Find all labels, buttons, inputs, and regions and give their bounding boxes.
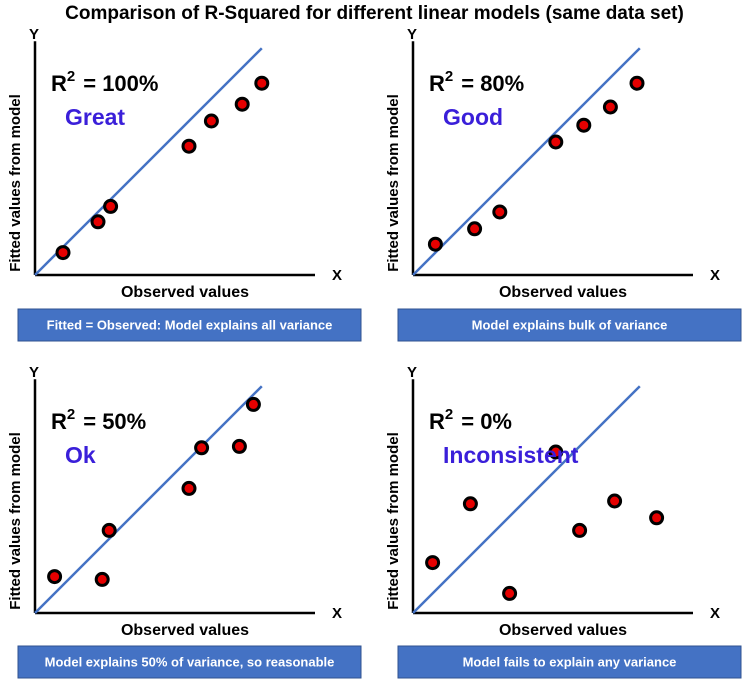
- rating-label: Great: [65, 104, 125, 130]
- y-axis-label: Fitted values from model: [385, 432, 402, 610]
- y-axis-label: Fitted values from model: [7, 432, 24, 610]
- caption-text: Model explains 50% of variance, so reaso…: [45, 655, 335, 670]
- x-axis-label: Observed values: [121, 284, 249, 301]
- panel-2: Y X Observed values Fitted values from mode…: [385, 26, 742, 342]
- data-point: [649, 510, 665, 526]
- data-point: [425, 555, 441, 571]
- data-point: [462, 496, 478, 512]
- x-axis-letter: X: [710, 605, 720, 622]
- data-point: [90, 214, 106, 230]
- chart-title: Comparison of R-Squared for different li…: [65, 3, 684, 24]
- data-point: [548, 134, 564, 150]
- rating-label: Good: [443, 104, 503, 130]
- data-point: [231, 438, 247, 454]
- data-point: [427, 236, 443, 252]
- caption-box: [17, 645, 362, 679]
- caption-box: [397, 308, 742, 342]
- data-point: [103, 198, 119, 214]
- data-point: [548, 444, 564, 460]
- y-axis-letter: Y: [407, 26, 417, 43]
- x-axis-letter: X: [332, 267, 342, 284]
- caption-box: [397, 645, 742, 679]
- y-axis-letter: Y: [29, 364, 39, 381]
- data-point: [492, 204, 508, 220]
- data-point: [602, 99, 618, 115]
- data-point: [467, 221, 483, 237]
- panel-3: Y X Observed values Fitted values from mode…: [7, 364, 362, 679]
- y-axis-letter: Y: [29, 26, 39, 43]
- rating-label: Inconsistent: [443, 442, 579, 468]
- data-point: [181, 480, 197, 496]
- data-point: [55, 245, 71, 261]
- caption-text: Model fails to explain any variance: [463, 655, 677, 670]
- data-point: [94, 571, 110, 587]
- data-point: [576, 117, 592, 133]
- y-axis-label: Fitted values from model: [385, 94, 402, 272]
- y-axis-label: Fitted values from model: [7, 94, 24, 272]
- data-point: [101, 522, 117, 538]
- fit-line: [34, 385, 263, 614]
- caption-box: [17, 308, 362, 342]
- panel-4: Y X Observed values Fitted values from mode…: [385, 364, 742, 679]
- data-point: [245, 396, 261, 412]
- r-squared-label: R2 = 0%: [429, 406, 512, 434]
- panel-1: Y X Observed values Fitted values from mode…: [7, 26, 362, 342]
- x-axis-letter: X: [710, 267, 720, 284]
- data-point: [502, 585, 518, 601]
- r-squared-label: R2 = 80%: [429, 68, 524, 96]
- fit-line: [412, 47, 641, 276]
- r-squared-label: R2 = 50%: [51, 406, 146, 434]
- x-axis-label: Observed values: [121, 622, 249, 639]
- caption-text: Model explains bulk of variance: [472, 318, 668, 333]
- data-point: [47, 569, 63, 585]
- data-point: [234, 96, 250, 112]
- fit-line: [412, 385, 641, 614]
- data-point: [572, 522, 588, 538]
- data-point: [194, 440, 210, 456]
- data-point: [203, 113, 219, 129]
- x-axis-letter: X: [332, 605, 342, 622]
- x-axis-label: Observed values: [499, 284, 627, 301]
- rating-label: Ok: [65, 442, 96, 468]
- data-point: [607, 493, 623, 509]
- data-point: [254, 75, 270, 91]
- fit-line: [34, 47, 263, 276]
- data-point: [181, 138, 197, 154]
- caption-text: Fitted = Observed: Model explains all va…: [47, 318, 333, 333]
- y-axis-letter: Y: [407, 364, 417, 381]
- x-axis-label: Observed values: [499, 622, 627, 639]
- data-point: [629, 75, 645, 91]
- r-squared-label: R2 = 100%: [51, 68, 158, 96]
